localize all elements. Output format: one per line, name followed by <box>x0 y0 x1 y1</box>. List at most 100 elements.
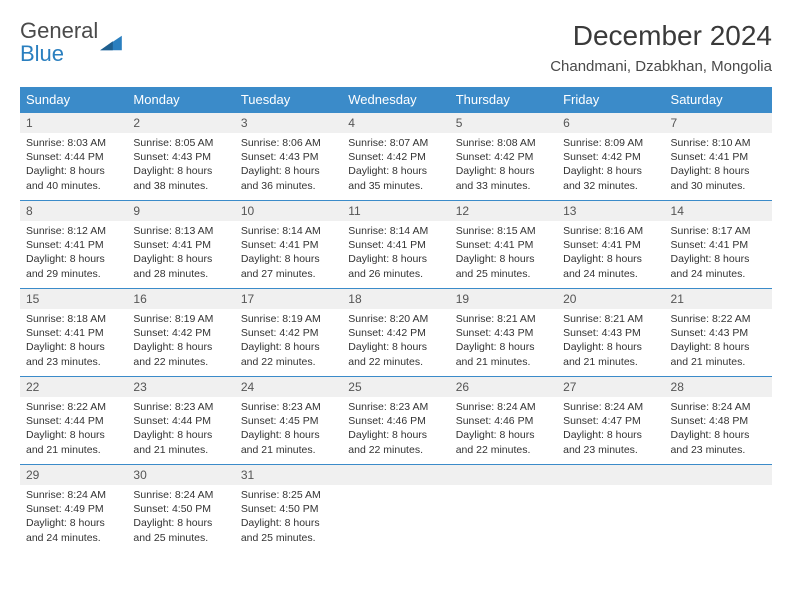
day-details: Sunrise: 8:24 AMSunset: 4:48 PMDaylight:… <box>665 397 772 461</box>
calendar-day-cell: 15Sunrise: 8:18 AMSunset: 4:41 PMDayligh… <box>20 288 127 376</box>
calendar-day-cell: 7Sunrise: 8:10 AMSunset: 4:41 PMDaylight… <box>665 112 772 200</box>
weekday-header: Wednesday <box>342 87 449 112</box>
sunset-line: Sunset: 4:42 PM <box>133 326 228 340</box>
weekday-header: Friday <box>557 87 664 112</box>
calendar-day-cell: 4Sunrise: 8:07 AMSunset: 4:42 PMDaylight… <box>342 112 449 200</box>
weekday-header: Sunday <box>20 87 127 112</box>
daylight-line: Daylight: 8 hours and 25 minutes. <box>241 516 336 544</box>
sunset-line: Sunset: 4:41 PM <box>456 238 551 252</box>
calendar-day-cell: 17Sunrise: 8:19 AMSunset: 4:42 PMDayligh… <box>235 288 342 376</box>
sunset-line: Sunset: 4:41 PM <box>26 326 121 340</box>
calendar-day-cell: 3Sunrise: 8:06 AMSunset: 4:43 PMDaylight… <box>235 112 342 200</box>
day-number: 16 <box>127 289 234 309</box>
daylight-line: Daylight: 8 hours and 32 minutes. <box>563 164 658 192</box>
day-details: Sunrise: 8:09 AMSunset: 4:42 PMDaylight:… <box>557 133 664 197</box>
sunset-line: Sunset: 4:42 PM <box>241 326 336 340</box>
sunrise-line: Sunrise: 8:03 AM <box>26 136 121 150</box>
sunrise-line: Sunrise: 8:24 AM <box>563 400 658 414</box>
logo: General Blue <box>20 20 122 66</box>
day-number: 17 <box>235 289 342 309</box>
daylight-line: Daylight: 8 hours and 22 minutes. <box>456 428 551 456</box>
sunrise-line: Sunrise: 8:25 AM <box>241 488 336 502</box>
daylight-line: Daylight: 8 hours and 30 minutes. <box>671 164 766 192</box>
sunrise-line: Sunrise: 8:18 AM <box>26 312 121 326</box>
calendar-day-cell: 28Sunrise: 8:24 AMSunset: 4:48 PMDayligh… <box>665 376 772 464</box>
calendar-day-cell: 9Sunrise: 8:13 AMSunset: 4:41 PMDaylight… <box>127 200 234 288</box>
sunrise-line: Sunrise: 8:24 AM <box>26 488 121 502</box>
day-details: Sunrise: 8:19 AMSunset: 4:42 PMDaylight:… <box>235 309 342 373</box>
daylight-line: Daylight: 8 hours and 21 minutes. <box>671 340 766 368</box>
calendar-day-cell: 8Sunrise: 8:12 AMSunset: 4:41 PMDaylight… <box>20 200 127 288</box>
daylight-line: Daylight: 8 hours and 25 minutes. <box>456 252 551 280</box>
day-details: Sunrise: 8:14 AMSunset: 4:41 PMDaylight:… <box>342 221 449 285</box>
calendar-week-row: 22Sunrise: 8:22 AMSunset: 4:44 PMDayligh… <box>20 376 772 464</box>
daylight-line: Daylight: 8 hours and 29 minutes. <box>26 252 121 280</box>
day-details: Sunrise: 8:25 AMSunset: 4:50 PMDaylight:… <box>235 485 342 549</box>
day-number: 27 <box>557 377 664 397</box>
sunrise-line: Sunrise: 8:24 AM <box>133 488 228 502</box>
daylight-line: Daylight: 8 hours and 21 minutes. <box>456 340 551 368</box>
day-number: 14 <box>665 201 772 221</box>
day-details: Sunrise: 8:23 AMSunset: 4:44 PMDaylight:… <box>127 397 234 461</box>
day-details: Sunrise: 8:19 AMSunset: 4:42 PMDaylight:… <box>127 309 234 373</box>
day-number: 18 <box>342 289 449 309</box>
calendar-day-cell: 13Sunrise: 8:16 AMSunset: 4:41 PMDayligh… <box>557 200 664 288</box>
day-details: Sunrise: 8:16 AMSunset: 4:41 PMDaylight:… <box>557 221 664 285</box>
day-number <box>450 465 557 485</box>
day-details: Sunrise: 8:23 AMSunset: 4:46 PMDaylight:… <box>342 397 449 461</box>
daylight-line: Daylight: 8 hours and 21 minutes. <box>241 428 336 456</box>
calendar-body: 1Sunrise: 8:03 AMSunset: 4:44 PMDaylight… <box>20 112 772 552</box>
month-title: December 2024 <box>550 20 772 52</box>
sunset-line: Sunset: 4:44 PM <box>133 414 228 428</box>
daylight-line: Daylight: 8 hours and 38 minutes. <box>133 164 228 192</box>
calendar-day-cell: 31Sunrise: 8:25 AMSunset: 4:50 PMDayligh… <box>235 464 342 552</box>
sunrise-line: Sunrise: 8:21 AM <box>563 312 658 326</box>
calendar-day-cell: 12Sunrise: 8:15 AMSunset: 4:41 PMDayligh… <box>450 200 557 288</box>
calendar-day-cell: 2Sunrise: 8:05 AMSunset: 4:43 PMDaylight… <box>127 112 234 200</box>
sunset-line: Sunset: 4:44 PM <box>26 150 121 164</box>
calendar-day-cell: 14Sunrise: 8:17 AMSunset: 4:41 PMDayligh… <box>665 200 772 288</box>
sunset-line: Sunset: 4:41 PM <box>563 238 658 252</box>
sunrise-line: Sunrise: 8:24 AM <box>456 400 551 414</box>
calendar-day-cell <box>342 464 449 552</box>
daylight-line: Daylight: 8 hours and 23 minutes. <box>563 428 658 456</box>
day-details: Sunrise: 8:24 AMSunset: 4:46 PMDaylight:… <box>450 397 557 461</box>
daylight-line: Daylight: 8 hours and 36 minutes. <box>241 164 336 192</box>
daylight-line: Daylight: 8 hours and 24 minutes. <box>671 252 766 280</box>
day-number: 7 <box>665 113 772 133</box>
sunset-line: Sunset: 4:42 PM <box>456 150 551 164</box>
sunset-line: Sunset: 4:43 PM <box>671 326 766 340</box>
sunset-line: Sunset: 4:48 PM <box>671 414 766 428</box>
day-number: 9 <box>127 201 234 221</box>
day-details: Sunrise: 8:22 AMSunset: 4:44 PMDaylight:… <box>20 397 127 461</box>
sunset-line: Sunset: 4:41 PM <box>348 238 443 252</box>
daylight-line: Daylight: 8 hours and 23 minutes. <box>671 428 766 456</box>
day-details: Sunrise: 8:24 AMSunset: 4:49 PMDaylight:… <box>20 485 127 549</box>
daylight-line: Daylight: 8 hours and 24 minutes. <box>563 252 658 280</box>
calendar-week-row: 8Sunrise: 8:12 AMSunset: 4:41 PMDaylight… <box>20 200 772 288</box>
calendar-day-cell: 23Sunrise: 8:23 AMSunset: 4:44 PMDayligh… <box>127 376 234 464</box>
sunrise-line: Sunrise: 8:21 AM <box>456 312 551 326</box>
logo-text: General Blue <box>20 20 98 66</box>
calendar-day-cell: 29Sunrise: 8:24 AMSunset: 4:49 PMDayligh… <box>20 464 127 552</box>
day-number: 26 <box>450 377 557 397</box>
sunset-line: Sunset: 4:50 PM <box>241 502 336 516</box>
sunset-line: Sunset: 4:45 PM <box>241 414 336 428</box>
sunset-line: Sunset: 4:49 PM <box>26 502 121 516</box>
calendar-day-cell: 27Sunrise: 8:24 AMSunset: 4:47 PMDayligh… <box>557 376 664 464</box>
day-details: Sunrise: 8:22 AMSunset: 4:43 PMDaylight:… <box>665 309 772 373</box>
sunrise-line: Sunrise: 8:19 AM <box>241 312 336 326</box>
sunrise-line: Sunrise: 8:10 AM <box>671 136 766 150</box>
sunrise-line: Sunrise: 8:17 AM <box>671 224 766 238</box>
weekday-header: Monday <box>127 87 234 112</box>
day-details: Sunrise: 8:08 AMSunset: 4:42 PMDaylight:… <box>450 133 557 197</box>
sunset-line: Sunset: 4:46 PM <box>456 414 551 428</box>
sunset-line: Sunset: 4:43 PM <box>563 326 658 340</box>
sunset-line: Sunset: 4:43 PM <box>241 150 336 164</box>
weekday-header: Tuesday <box>235 87 342 112</box>
sunset-line: Sunset: 4:42 PM <box>348 150 443 164</box>
calendar-day-cell: 16Sunrise: 8:19 AMSunset: 4:42 PMDayligh… <box>127 288 234 376</box>
daylight-line: Daylight: 8 hours and 25 minutes. <box>133 516 228 544</box>
daylight-line: Daylight: 8 hours and 40 minutes. <box>26 164 121 192</box>
sunset-line: Sunset: 4:41 PM <box>241 238 336 252</box>
